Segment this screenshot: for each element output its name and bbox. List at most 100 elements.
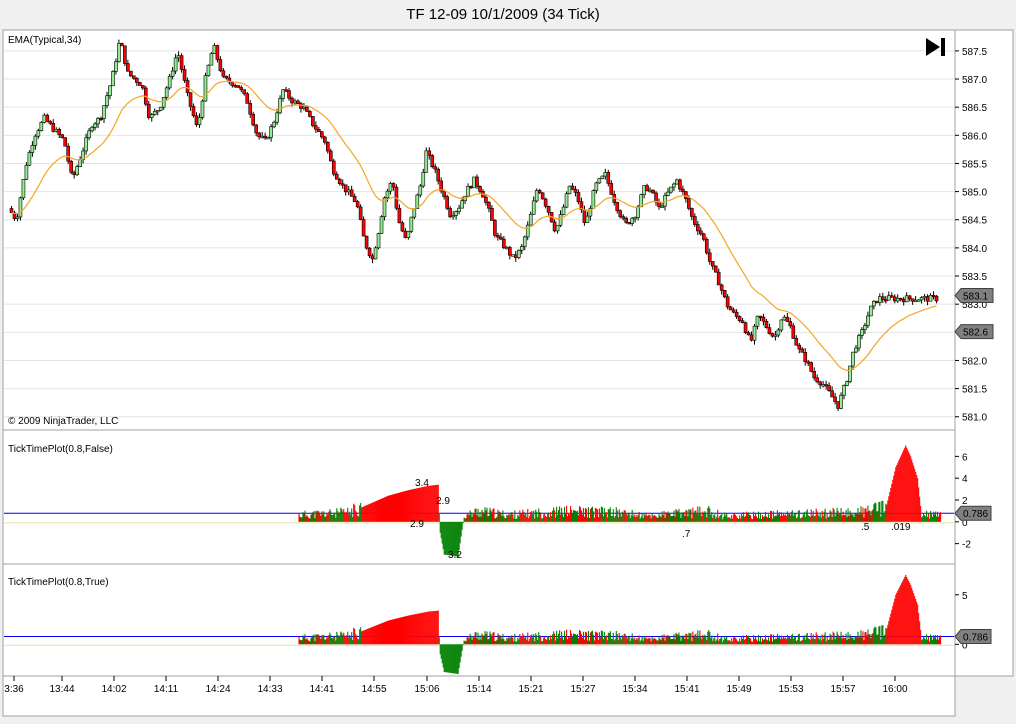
tick-bar bbox=[493, 508, 495, 522]
candle-body bbox=[752, 325, 757, 341]
tick-bar bbox=[706, 640, 708, 645]
tick-bar bbox=[587, 630, 589, 645]
candle-body bbox=[904, 295, 909, 303]
tick-bar bbox=[493, 632, 495, 645]
candle-body bbox=[90, 126, 94, 132]
tick-bar bbox=[788, 636, 790, 645]
tick-bar bbox=[623, 633, 625, 645]
tick-bar bbox=[722, 641, 724, 645]
tick-bar bbox=[732, 518, 734, 522]
candle-body bbox=[854, 347, 858, 353]
tick-bar bbox=[308, 517, 310, 522]
tick-bar bbox=[469, 510, 471, 522]
tick-bar bbox=[585, 632, 588, 645]
candle-body bbox=[60, 134, 65, 138]
tick-bar bbox=[579, 507, 582, 522]
candle-body bbox=[72, 172, 76, 176]
candle-body bbox=[173, 57, 178, 72]
tick-bar bbox=[519, 510, 521, 522]
tick-bar bbox=[712, 640, 714, 645]
tick-bar bbox=[691, 518, 693, 522]
tick-bar bbox=[688, 509, 690, 522]
tick-bar bbox=[814, 639, 816, 645]
tick-bar bbox=[485, 634, 487, 645]
tick-bar bbox=[304, 634, 306, 645]
tick-bar bbox=[662, 638, 664, 645]
tick-bar bbox=[799, 641, 801, 645]
tick-bar bbox=[604, 635, 606, 645]
tick-bar bbox=[483, 513, 485, 522]
tick-bar bbox=[883, 513, 885, 522]
tick-bar bbox=[656, 640, 658, 645]
tick-bar bbox=[910, 456, 912, 522]
tick-bar bbox=[631, 633, 633, 645]
tick-bar bbox=[720, 638, 722, 645]
price-tick-label: 585.5 bbox=[962, 159, 987, 170]
tick-bar bbox=[711, 635, 713, 645]
tick-bar bbox=[550, 512, 552, 522]
candle-body bbox=[761, 316, 766, 322]
tick-bar bbox=[340, 507, 342, 522]
tick-bar bbox=[424, 486, 426, 522]
candle-body bbox=[886, 295, 891, 301]
tick-panel-2[interactable] bbox=[2, 563, 956, 677]
tick-bar bbox=[749, 637, 751, 645]
candle-body bbox=[45, 114, 50, 122]
tick-bar bbox=[825, 641, 827, 645]
tick-bar bbox=[563, 517, 565, 522]
tick-bar bbox=[387, 620, 390, 645]
tick-bar bbox=[420, 487, 422, 522]
tick-bar bbox=[665, 635, 667, 645]
tick-bar bbox=[765, 639, 768, 645]
tick-bar bbox=[738, 518, 740, 522]
tick-bar bbox=[926, 634, 928, 645]
tick-bar bbox=[707, 631, 709, 645]
candle-body bbox=[764, 320, 769, 328]
tick-bar bbox=[900, 584, 902, 645]
tick-bar bbox=[795, 518, 797, 522]
tick-panel-1[interactable] bbox=[2, 429, 956, 565]
tick-bar bbox=[887, 500, 889, 522]
tick-bar bbox=[407, 615, 409, 645]
tick-bar bbox=[306, 515, 308, 522]
tick-bar bbox=[927, 639, 929, 645]
tick-bar bbox=[692, 507, 694, 522]
price-tick-label: 582.0 bbox=[962, 356, 987, 367]
tick-bar bbox=[553, 631, 555, 645]
tick-bar bbox=[339, 635, 341, 645]
tick-bar bbox=[341, 632, 343, 645]
skip-to-end-icon[interactable] bbox=[926, 38, 945, 56]
tick-bar bbox=[415, 488, 417, 522]
tick-bar bbox=[938, 639, 940, 645]
tick-bar bbox=[483, 636, 485, 645]
tick-bar bbox=[328, 635, 330, 645]
tick-bar bbox=[733, 637, 735, 645]
price-panel[interactable] bbox=[2, 29, 956, 431]
tick-bar bbox=[919, 496, 921, 522]
candle-body bbox=[898, 297, 903, 301]
candle-body bbox=[472, 176, 476, 189]
time-tick-label: 3:36 bbox=[4, 684, 24, 695]
candle-body bbox=[812, 370, 816, 379]
tick-bar bbox=[849, 634, 851, 645]
tick-bar bbox=[673, 634, 675, 645]
tick-bar bbox=[302, 635, 304, 645]
tick-bar bbox=[913, 593, 915, 645]
price-tick-label: 583.0 bbox=[962, 300, 987, 311]
tick-bar bbox=[612, 509, 614, 522]
tick-bar bbox=[344, 635, 346, 645]
candle-body bbox=[296, 100, 300, 104]
candle-body bbox=[370, 255, 375, 260]
candle-body bbox=[331, 160, 336, 175]
candle-body bbox=[684, 191, 688, 200]
candle-body bbox=[239, 87, 244, 91]
tick-bar bbox=[360, 627, 362, 645]
tick-bar bbox=[881, 500, 883, 522]
tick-bar bbox=[427, 611, 429, 645]
tick-bar bbox=[502, 633, 504, 645]
tick-bar bbox=[635, 637, 637, 645]
tick-bar bbox=[754, 513, 757, 522]
tick-bar bbox=[826, 513, 828, 522]
tick-bar bbox=[584, 631, 587, 645]
tick-bar bbox=[872, 632, 874, 645]
